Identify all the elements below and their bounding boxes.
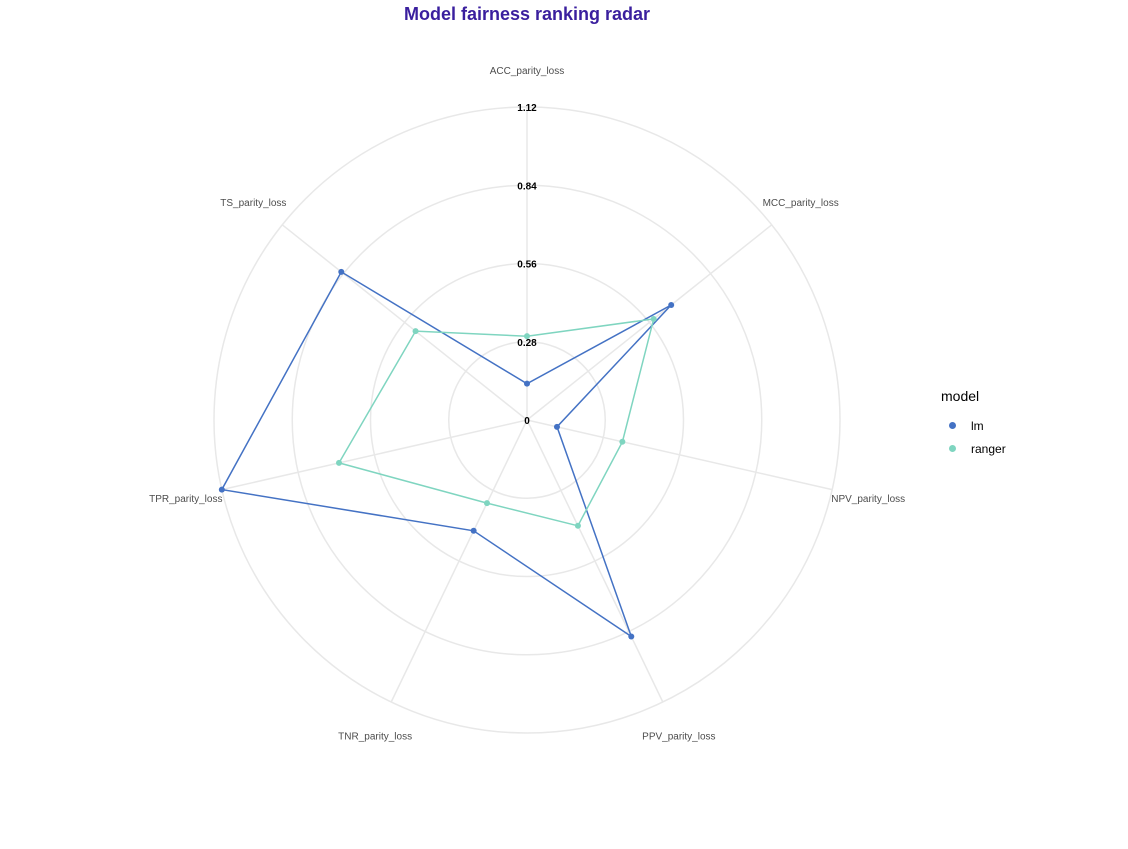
axis-label: ACC_parity_loss: [490, 66, 564, 77]
series-line-lm: [220, 270, 672, 639]
data-point-ranger: [524, 333, 530, 340]
spoke-line: [526, 224, 773, 421]
data-point-lm: [668, 301, 675, 308]
radar-series: [218, 268, 675, 640]
data-point-lm: [338, 268, 345, 275]
axis-label: TS_parity_loss: [220, 198, 286, 209]
series-line-ranger: [337, 318, 655, 527]
axis-label: TNR_parity_loss: [338, 731, 412, 742]
legend-label: ranger: [971, 441, 1006, 456]
chart-title: Model fairness ranking radar: [403, 4, 651, 24]
legend-item-lm: lm: [941, 414, 1006, 437]
data-point-ranger: [336, 459, 343, 466]
data-point-ranger: [650, 315, 657, 322]
radial-tick-label: 0.84: [517, 181, 537, 192]
legend-marker: [949, 445, 956, 452]
spoke-line: [390, 419, 528, 703]
radial-tick-label: 0.28: [517, 338, 537, 349]
radial-tick-label: 0: [524, 416, 530, 427]
spoke-line: [526, 419, 833, 491]
radial-tick-label: 1.12: [517, 103, 537, 114]
data-point-ranger: [412, 328, 419, 335]
axis-label: PPV_parity_loss: [642, 731, 715, 742]
legend-marker: [949, 422, 956, 429]
data-point-ranger: [574, 522, 581, 529]
spoke-line: [281, 224, 528, 421]
legend: model lm ranger: [941, 388, 1006, 460]
axis-label: NPV_parity_loss: [831, 494, 905, 505]
data-point-lm: [553, 423, 560, 430]
legend-label: lm: [971, 418, 984, 433]
spoke-line: [526, 419, 664, 703]
data-point-ranger: [619, 438, 626, 445]
legend-title: model: [941, 388, 980, 404]
data-point-lm: [524, 380, 530, 387]
data-point-lm: [470, 527, 477, 534]
legend-item-ranger: ranger: [941, 437, 1006, 460]
data-point-lm: [628, 633, 635, 640]
spoke-line: [221, 419, 528, 491]
data-point-lm: [218, 486, 225, 493]
axis-label: MCC_parity_loss: [763, 198, 839, 209]
data-point-ranger: [483, 500, 490, 507]
radar-labels: ACC_parity_loss MCC_parity_loss NPV_parity…: [149, 66, 905, 742]
axis-label: TPR_parity_loss: [149, 494, 222, 505]
radial-tick-label: 0.56: [517, 260, 537, 271]
radar-grid: [213, 106, 841, 734]
